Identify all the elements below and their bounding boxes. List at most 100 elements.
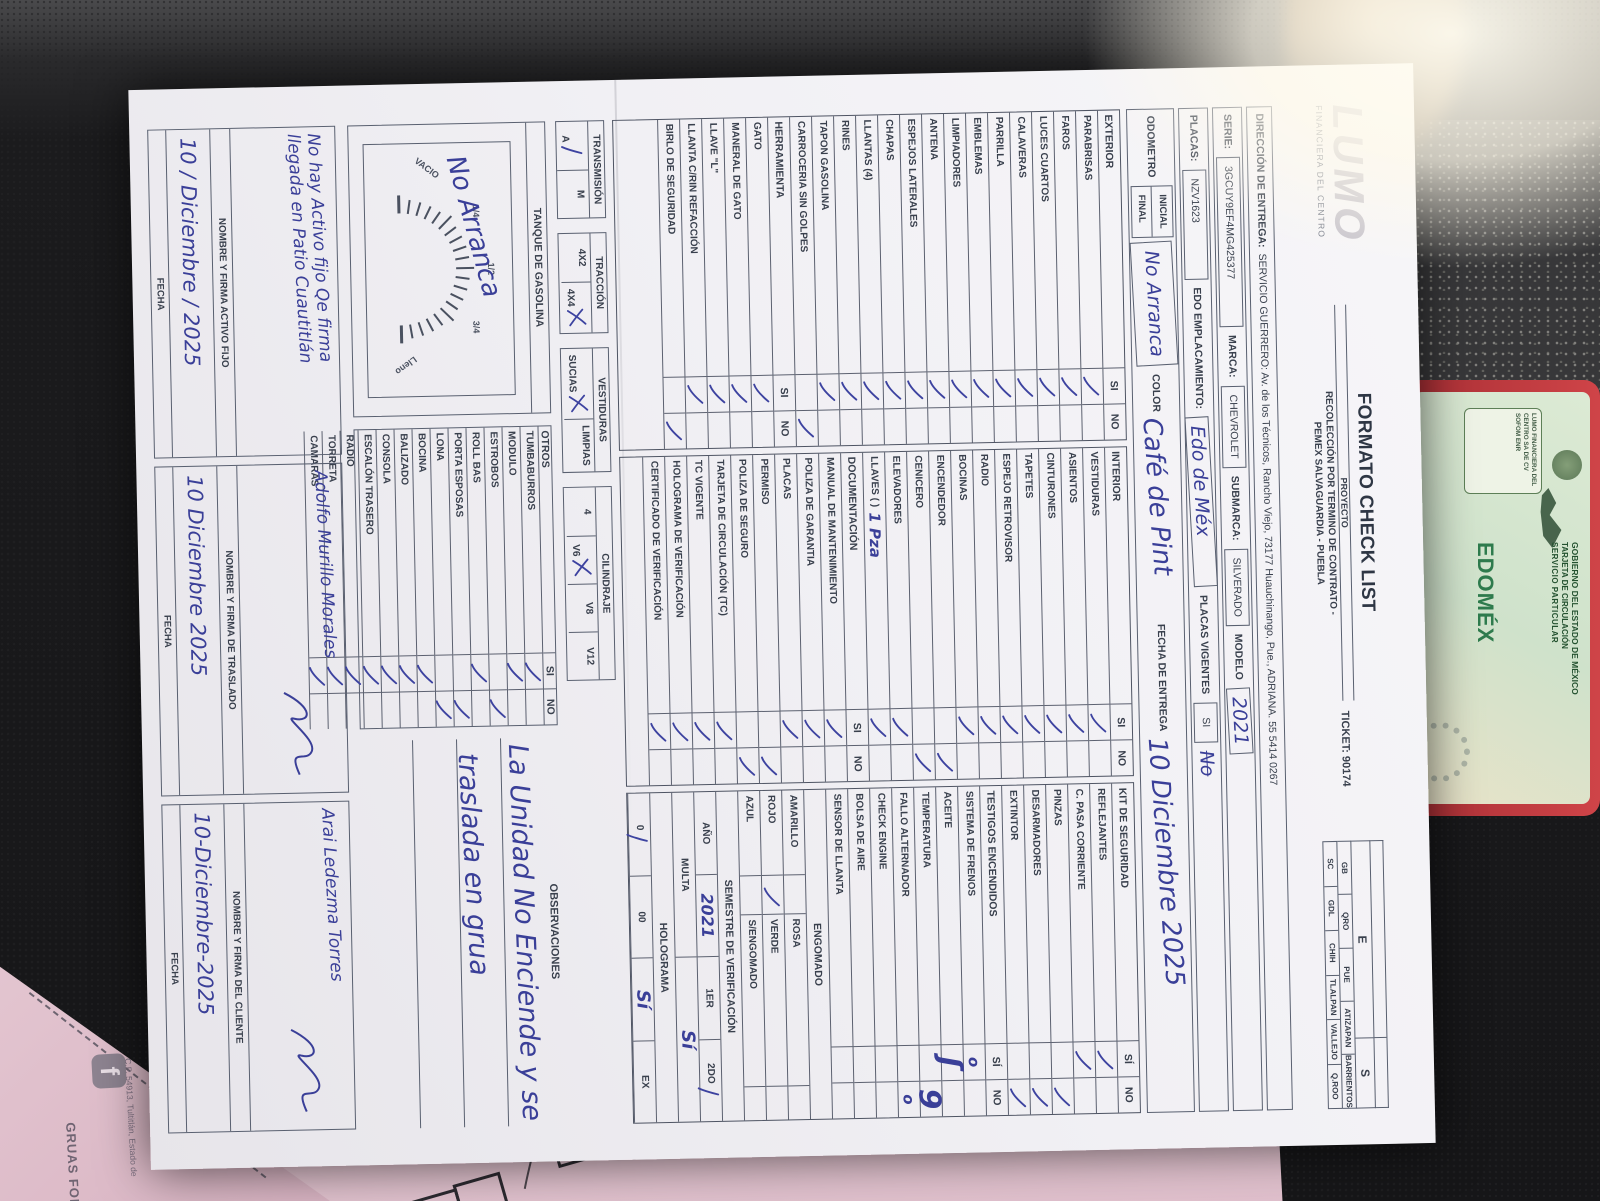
row-cinturones: CINTURONES — [1038, 448, 1067, 778]
si-cell — [912, 707, 935, 745]
mini-cell-v6: V6 — [566, 535, 597, 585]
no-cell — [1008, 1078, 1030, 1115]
mini-table-tracci-n: TRACCIÓN 4X2 4X4 — [557, 232, 609, 334]
row-chapas: CHAPAS — [877, 114, 906, 444]
si-cell — [868, 708, 891, 746]
no-cell — [507, 688, 526, 726]
si-column-header: SI — [543, 652, 556, 689]
holograma-cell-hw: Sí — [631, 957, 655, 1041]
no-cell — [832, 1082, 855, 1119]
route-cell-tlalpan: TLALPAN — [1326, 975, 1341, 1021]
no-cell — [884, 407, 906, 444]
mini-cell-v8: V8 — [567, 583, 598, 633]
no-cell — [1001, 741, 1023, 779]
row-rines: RINES — [833, 115, 862, 445]
engomado-left-box — [739, 875, 762, 916]
row-carroceria-sin-golpes: CARROCERIA SIN GOLPES — [789, 116, 818, 446]
no-cell — [994, 405, 1016, 442]
si-column-header: SI — [773, 373, 796, 411]
si-cell — [489, 653, 507, 690]
no-cell — [1074, 1077, 1096, 1114]
signature-date-handwritten: 10 / Diciembre / 2025 — [166, 129, 218, 458]
si-cell — [890, 708, 913, 745]
signature-box-1: No hay Activo fijo Qe firma llegada en Pa… — [147, 125, 343, 459]
row-asientos: ASIENTOS — [1060, 447, 1089, 777]
row-reflejantes: REFLEJANTES — [1089, 783, 1118, 1114]
no-cell — [979, 742, 1001, 779]
si-cell — [978, 706, 1001, 743]
no-cell — [1045, 740, 1067, 778]
si-cell — [435, 654, 453, 691]
row-limpiadores: LIMPIADORES — [943, 113, 972, 443]
submarca-value: SILVERADO — [1224, 548, 1250, 627]
odometro-handwritten: No Arranca — [1129, 240, 1179, 368]
engomado-left-box — [761, 874, 784, 916]
card-service-line: SERVICIO PARTICULAR — [1550, 542, 1560, 644]
row-poliza-de-garantia: POLIZA DE GARANTIA — [796, 453, 825, 783]
signature-date-handwritten: 10 Diciembre 2025 — [173, 466, 225, 795]
row-modulo: MODULO — [501, 426, 526, 726]
row-faros: FAROS — [1052, 111, 1082, 441]
si-cell — [875, 1045, 898, 1082]
no-cell — [928, 406, 950, 444]
row-tarjeta-de-circulaci-n-tc: TARJETA DE CIRCULACIÓN (TC) — [708, 455, 737, 785]
row-espejos-laterales: ESPEJOS LATERALES — [899, 114, 928, 444]
placas-vigentes-label: PLACAS VIGENTES — [1197, 594, 1212, 695]
direccion-value: SERVICIO GUERRERO: Av. de los Técnicos, … — [1256, 253, 1280, 786]
row-tumbaburros: TUMBABURROS — [519, 426, 544, 725]
no-cell — [715, 747, 737, 785]
engomado-right-box — [766, 1085, 789, 1120]
no-column-header: NO — [1104, 402, 1126, 440]
si-cell — [971, 369, 994, 407]
si-cell — [853, 1045, 876, 1083]
no-cell — [649, 749, 672, 786]
row-poliza-de-seguro: POLIZA DE SEGURO — [730, 454, 759, 784]
row-manual-de-mantenimiento: MANUAL DE MANTENIMIENTO — [818, 452, 847, 782]
color-label: COLOR — [1149, 373, 1163, 413]
si-cell — [758, 710, 781, 748]
no-cell — [891, 744, 913, 781]
si-cell — [729, 374, 752, 412]
si-cell — [927, 370, 950, 408]
signature-scribble — [290, 1028, 321, 1112]
no-column-header: NO — [1111, 739, 1133, 776]
no-cell — [399, 691, 418, 728]
ticket-number: TICKET: 90174 — [1338, 710, 1353, 787]
si-cell — [685, 375, 708, 413]
no-cell — [803, 745, 825, 783]
si-cell — [956, 706, 979, 744]
no-cell — [759, 746, 781, 784]
interior-column: INTERIOR SI NO VESTIDURAS ASIENTOS CINTU… — [619, 445, 1134, 788]
no-cell — [453, 690, 472, 727]
row-balizado: BALIZADO — [393, 429, 418, 728]
si-cell — [648, 713, 671, 750]
si-cell — [309, 657, 328, 694]
no-cell — [818, 408, 840, 446]
row-permiso: PERMISO — [752, 454, 781, 784]
si-cell — [949, 370, 972, 407]
mini-cell-sucias: SUCIAS — [563, 348, 593, 418]
si-cell — [839, 372, 862, 409]
placas-label: PLACAS: — [1187, 114, 1201, 162]
gauge-label-vacio: VACIO — [413, 156, 441, 181]
no-column-header: NO — [1118, 1076, 1140, 1113]
si-cell — [1029, 1041, 1052, 1079]
signature-handwriting: No hay Activo fijo Qe firma llegada en Pa… — [230, 127, 341, 456]
row-holograma-de-verificaci-n: HOLOGRAMA DE VERIFICACIÓN — [664, 456, 694, 786]
no-cell — [345, 692, 364, 729]
color-handwritten: Café de Pint — [1136, 417, 1178, 577]
row-lona: LONA — [429, 428, 454, 727]
row-bocina: BOCINA — [411, 428, 436, 728]
signature-scribble — [283, 691, 314, 775]
row-bocinas: BOCINAS — [950, 450, 979, 780]
si-cell — [1015, 368, 1038, 406]
si-cell — [1066, 704, 1089, 741]
no-column-header: NO — [774, 409, 796, 447]
engomado-right-box — [744, 1085, 767, 1121]
no-cell — [862, 408, 884, 445]
fecha-entrega-handwritten: 10 Diciembre 2025 — [1141, 736, 1190, 988]
edo-emplacamiento-label: EDO EMPLACAMIENTO: — [1190, 287, 1206, 410]
no-cell — [913, 743, 935, 781]
marca-label: MARCA: — [1225, 334, 1239, 378]
